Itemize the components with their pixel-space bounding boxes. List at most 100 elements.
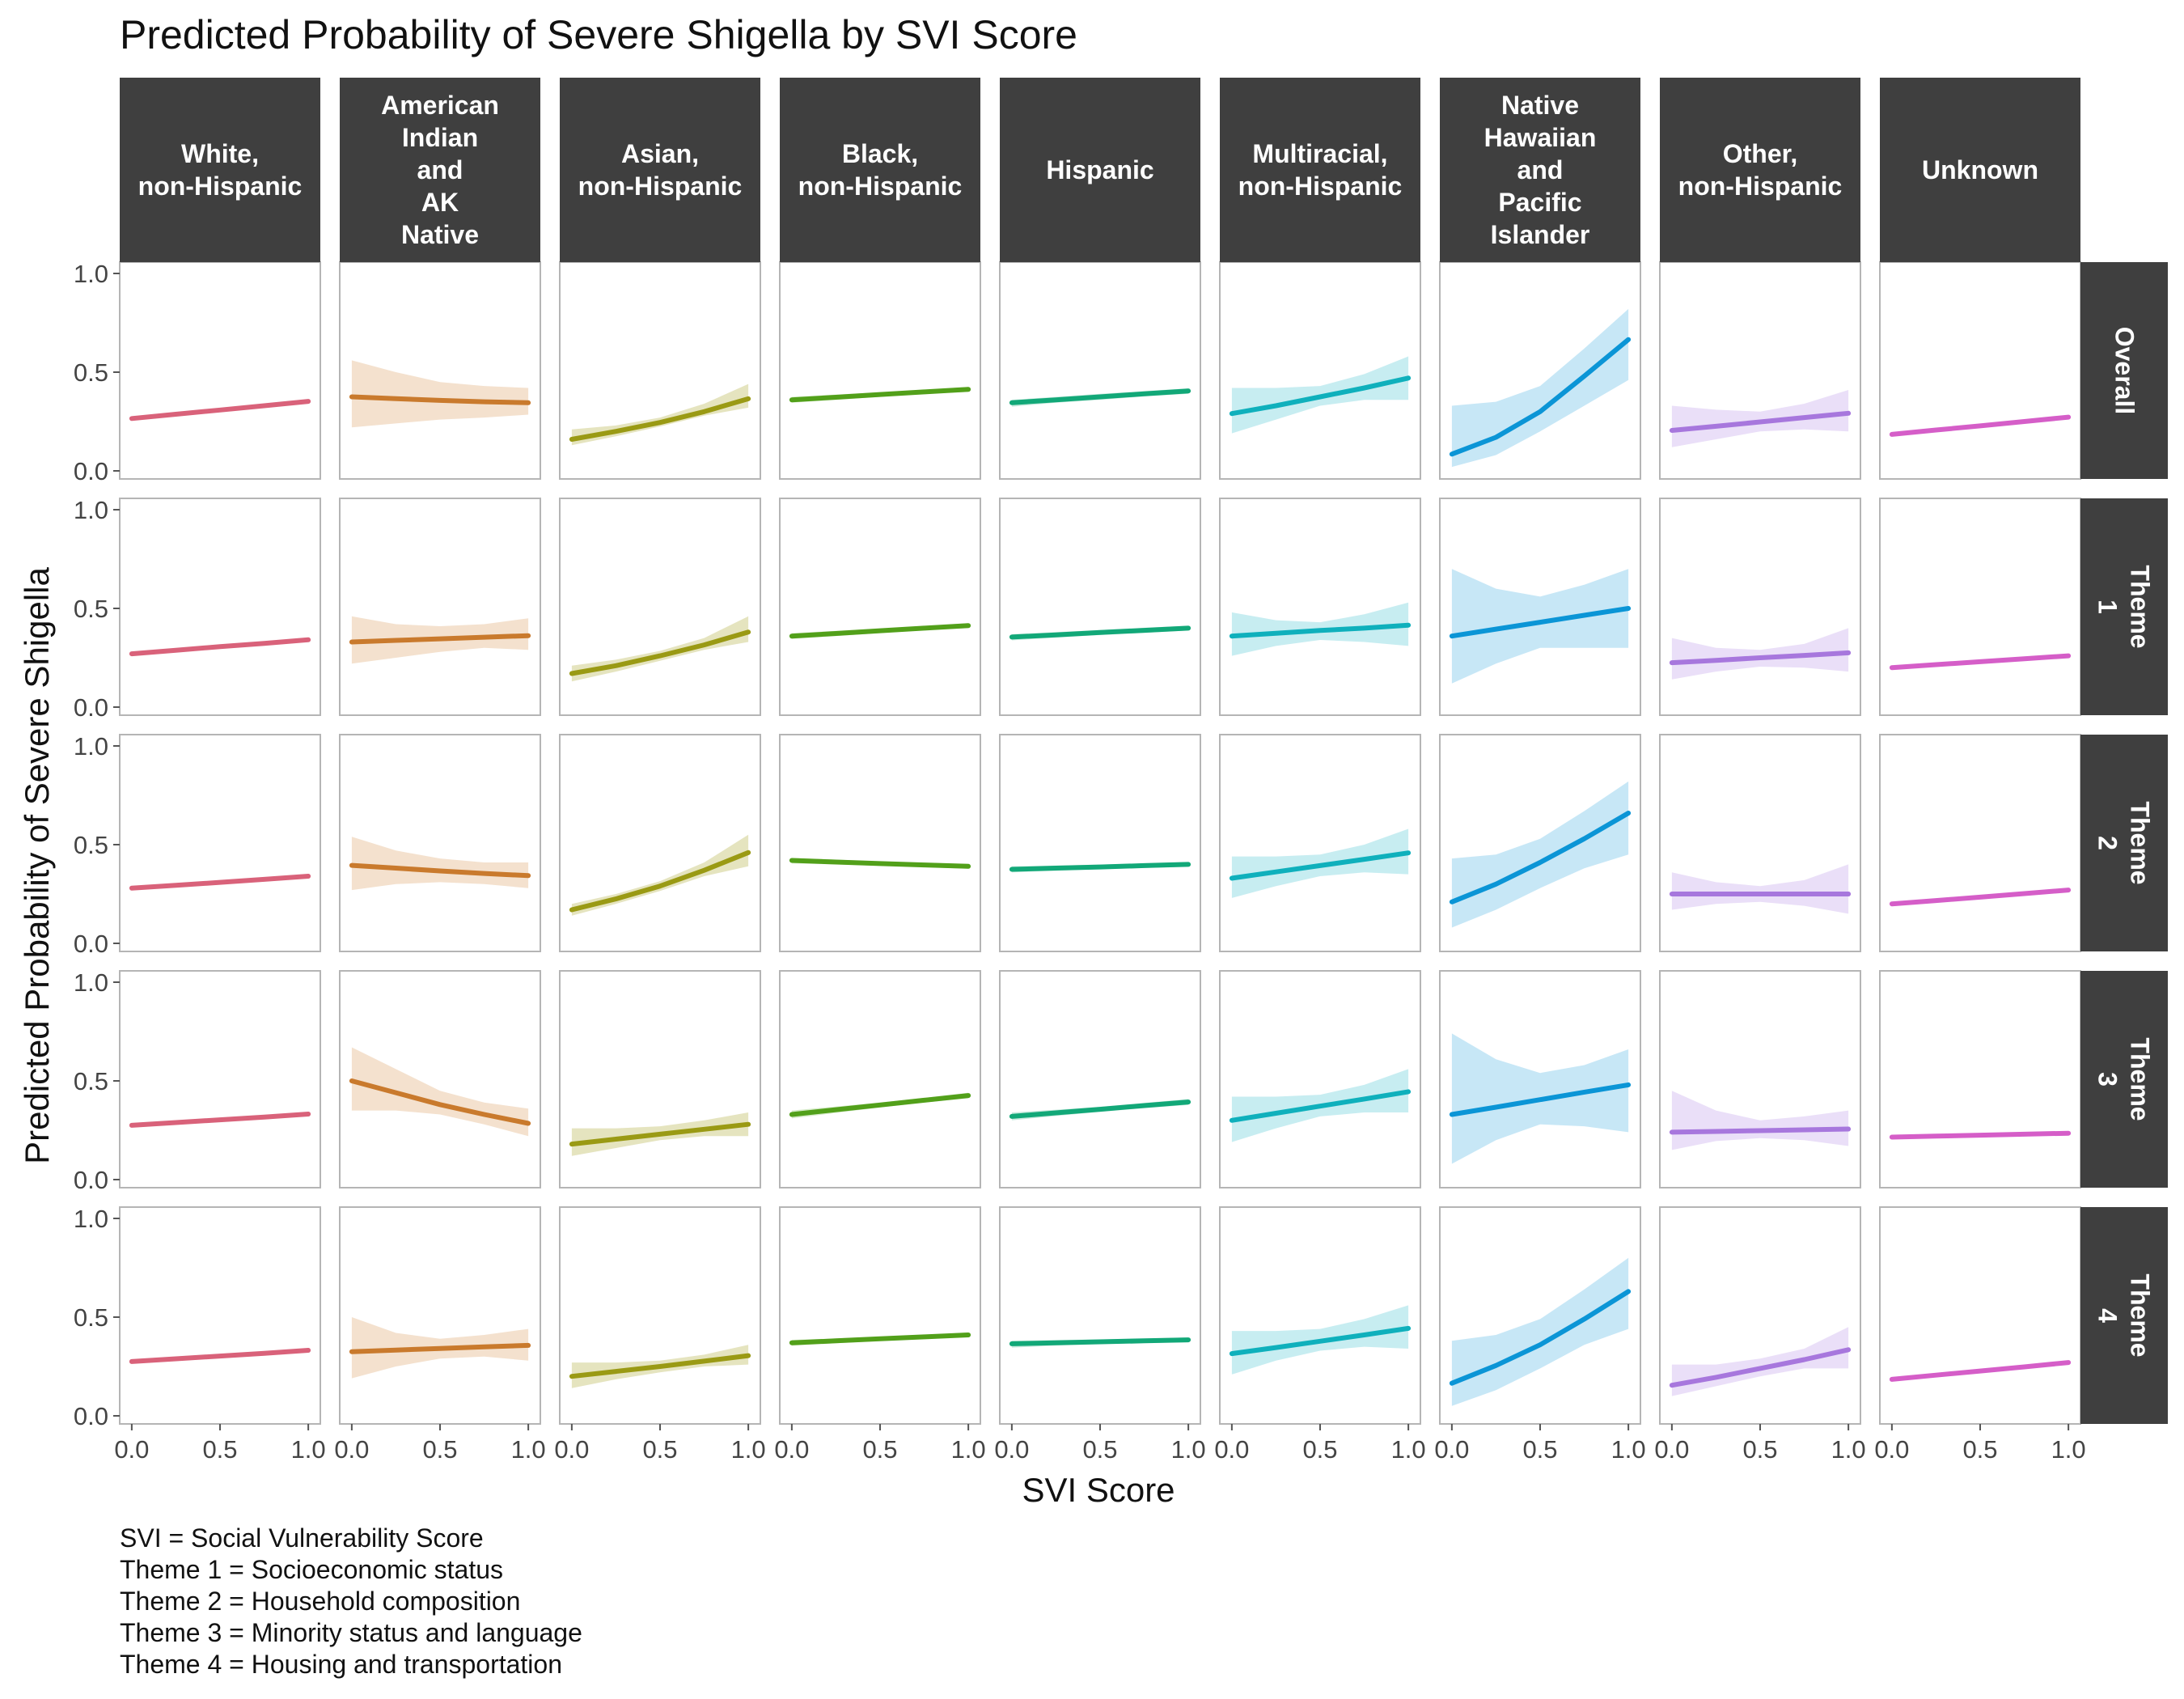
row-strip: Overall: [2080, 262, 2168, 479]
panel-border: [119, 1206, 321, 1425]
x-tick-label: 1.0: [1171, 1435, 1206, 1464]
panel-border: [779, 1206, 981, 1425]
column-strip-label: American Indian and AK Native: [340, 78, 540, 262]
series-line: [569, 850, 751, 913]
panel-border: [559, 261, 761, 480]
x-tick-label: 0.0: [1214, 1435, 1249, 1464]
row-strip: Theme 4: [2080, 1207, 2168, 1424]
column-strip-label: White, non-Hispanic: [120, 78, 320, 262]
y-tick-label: 0.0: [74, 930, 108, 958]
series-line: [1229, 1325, 1412, 1357]
confidence-band: [571, 834, 749, 916]
footnote-svi: SVI = Social Vulnerability Score: [120, 1523, 484, 1553]
series-line: [789, 623, 971, 639]
confidence-band: [1671, 864, 1849, 914]
x-tick-label: 1.0: [1611, 1435, 1646, 1464]
panel-border: [119, 498, 321, 716]
row-strip: Theme 2: [2080, 735, 2168, 951]
panel-border: [559, 1206, 761, 1425]
x-tick-label: 1.0: [291, 1435, 326, 1464]
panel-border: [1659, 498, 1861, 716]
series-line: [569, 629, 751, 676]
y-tick-label: 0.0: [74, 1402, 108, 1430]
series-line: [1889, 414, 2072, 437]
confidence-band: [1671, 1091, 1849, 1150]
confidence-band: [351, 837, 529, 891]
y-tick-label: 0.5: [74, 595, 108, 623]
confidence-band: [1671, 628, 1849, 680]
series-line: [1009, 1337, 1191, 1346]
confidence-band: [1451, 308, 1629, 468]
series-line: [1669, 1126, 1852, 1135]
series-line: [1229, 1089, 1412, 1123]
panel-border: [559, 498, 761, 716]
panel-border: [119, 734, 321, 952]
footnote-theme-3: Theme 3 = Minority status and language: [120, 1618, 582, 1647]
panel-border: [339, 734, 541, 952]
y-tick-label: 0.0: [74, 457, 108, 485]
panel-border: [1879, 261, 2081, 480]
series-line: [1669, 410, 1852, 433]
confidence-band: [1451, 569, 1629, 684]
confidence-band: [1671, 390, 1849, 447]
series-line: [1449, 606, 1632, 639]
x-tick-label: 0.5: [642, 1435, 677, 1464]
row-strip: Theme 1: [2080, 498, 2168, 715]
x-tick-label: 0.5: [862, 1435, 897, 1464]
series-line: [129, 1112, 311, 1128]
row-strip-label: Overall: [2110, 326, 2140, 415]
series-line: [1889, 1360, 2072, 1382]
y-tick-label: 0.5: [74, 1303, 108, 1332]
confidence-band: [1451, 781, 1629, 928]
y-tick-label: 0.5: [74, 358, 108, 387]
y-tick-label: 1.0: [74, 496, 108, 524]
x-tick-label: 0.5: [1082, 1435, 1117, 1464]
row-strip-label: Theme 3: [2093, 1037, 2155, 1121]
series-line: [569, 1121, 751, 1147]
panel-border: [999, 970, 1201, 1188]
series-line: [129, 399, 311, 422]
x-tick-label: 1.0: [2051, 1435, 2086, 1464]
footnote-theme-4: Theme 4 = Housing and transportation: [120, 1650, 562, 1679]
series-line: [569, 396, 751, 442]
row-strip-label: Theme 2: [2093, 801, 2155, 885]
panel-border: [999, 261, 1201, 480]
footnote-theme-2: Theme 2 = Household composition: [120, 1587, 521, 1616]
panel-border: [559, 734, 761, 952]
panel-border: [119, 261, 321, 480]
x-tick-label: 0.0: [1654, 1435, 1689, 1464]
x-tick-label: 1.0: [1831, 1435, 1866, 1464]
x-axis-label: SVI Score: [1022, 1471, 1175, 1509]
series-line: [1449, 1082, 1632, 1117]
y-tick-label: 1.0: [74, 260, 108, 288]
y-tick-label: 1.0: [74, 732, 108, 761]
x-tick-label: 0.0: [1434, 1435, 1469, 1464]
column-strip-label: Unknown: [1880, 78, 2080, 262]
panel-border: [1219, 498, 1421, 716]
series-line: [349, 394, 531, 405]
series-line: [349, 633, 531, 645]
x-tick-label: 0.0: [334, 1435, 369, 1464]
column-strip-label: Black, non-Hispanic: [780, 78, 980, 262]
series-line: [349, 1342, 531, 1354]
series-line: [1889, 653, 2072, 671]
series-line: [789, 1333, 971, 1345]
y-tick-label: 0.0: [74, 1166, 108, 1194]
y-tick-label: 0.0: [74, 693, 108, 722]
panel-border: [779, 498, 981, 716]
series-line: [569, 1353, 751, 1379]
x-tick-label: 0.5: [1302, 1435, 1337, 1464]
x-tick-label: 0.0: [774, 1435, 809, 1464]
series-line: [789, 1093, 971, 1117]
panel-border: [1659, 970, 1861, 1188]
y-tick-label: 1.0: [74, 968, 108, 997]
x-tick-label: 0.5: [422, 1435, 457, 1464]
x-tick-label: 0.0: [994, 1435, 1029, 1464]
footnotes: SVI = Social Vulnerability Score Theme 1…: [120, 1523, 582, 1680]
x-tick-label: 0.5: [1742, 1435, 1777, 1464]
x-tick-label: 1.0: [1391, 1435, 1426, 1464]
x-tick-label: 1.0: [951, 1435, 986, 1464]
panel-border: [1879, 734, 2081, 952]
panel-border: [779, 970, 981, 1188]
series-line: [349, 862, 531, 879]
